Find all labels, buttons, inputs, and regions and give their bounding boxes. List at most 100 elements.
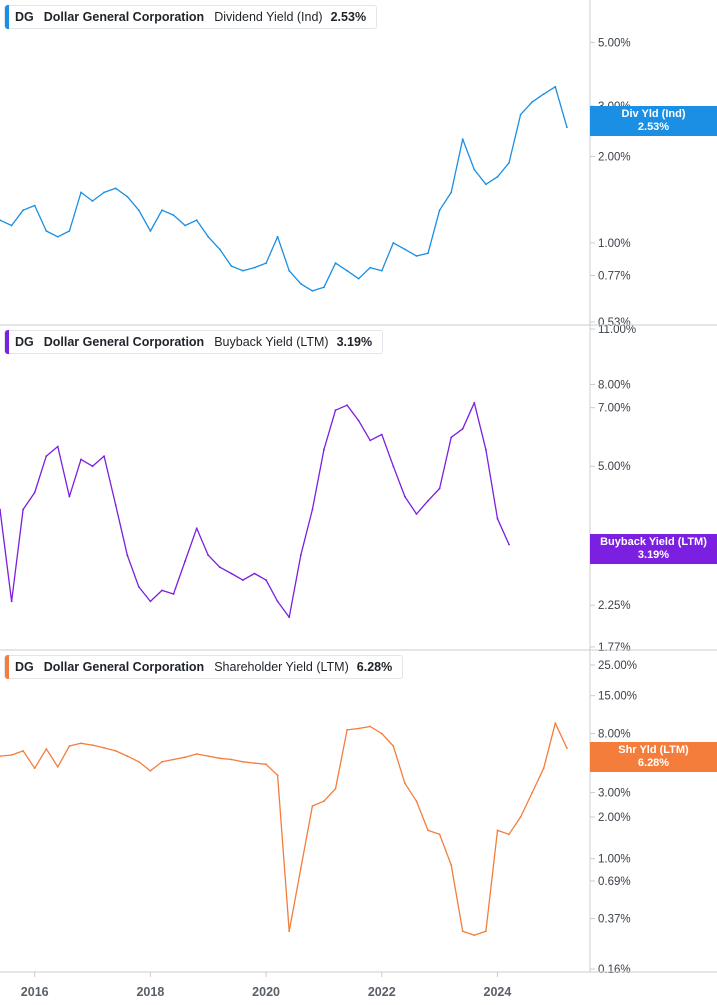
data-point bbox=[230, 758, 233, 761]
data-point bbox=[265, 262, 267, 264]
data-point bbox=[253, 572, 256, 575]
data-point bbox=[299, 867, 302, 870]
data-point bbox=[566, 747, 568, 749]
data-point bbox=[149, 600, 152, 603]
data-point bbox=[404, 248, 406, 251]
y-tick-label: 0.53% bbox=[598, 317, 631, 329]
data-point bbox=[22, 508, 24, 511]
y-tick-label: 7.00% bbox=[598, 403, 631, 415]
data-point bbox=[10, 754, 13, 756]
legend-color-swatch bbox=[5, 330, 9, 354]
data-point bbox=[461, 427, 464, 430]
data-point bbox=[496, 829, 499, 832]
data-point bbox=[531, 791, 534, 794]
data-point bbox=[33, 767, 36, 770]
data-point bbox=[519, 816, 522, 818]
data-point bbox=[253, 266, 256, 269]
data-point bbox=[103, 747, 105, 749]
x-tick-label: 2018 bbox=[136, 985, 164, 999]
data-point bbox=[346, 269, 348, 272]
data-point bbox=[172, 758, 175, 761]
data-point bbox=[334, 787, 337, 790]
y-tick-label: 3.00% bbox=[598, 788, 631, 800]
badge-buyback-yield: Buyback Yield (LTM) 3.19% bbox=[590, 534, 717, 564]
data-point bbox=[496, 517, 499, 520]
y-tick-label: 5.00% bbox=[598, 461, 631, 473]
legend-metric: Shareholder Yield (LTM) bbox=[214, 660, 349, 674]
data-point bbox=[276, 600, 279, 603]
data-point bbox=[253, 762, 256, 764]
data-point bbox=[184, 756, 187, 759]
data-point bbox=[195, 527, 198, 530]
data-point bbox=[392, 465, 395, 468]
series-line bbox=[0, 86, 568, 292]
data-point bbox=[415, 513, 418, 515]
data-point bbox=[404, 495, 406, 498]
data-point bbox=[380, 269, 383, 272]
y-tick-label: 1.00% bbox=[598, 238, 631, 250]
legend-dividend-yield[interactable]: DG Dollar General Corporation Dividend Y… bbox=[4, 5, 378, 29]
panel-2: 11.00% 8.00% 7.00% 5.00% 2.25% 1.77% bbox=[0, 324, 636, 654]
data-point bbox=[380, 732, 383, 735]
data-point bbox=[56, 235, 59, 238]
data-point bbox=[137, 209, 140, 212]
badge-label: Div Yld (Ind) bbox=[621, 108, 686, 120]
data-point bbox=[415, 800, 418, 803]
x-tick-label: 2022 bbox=[368, 985, 396, 999]
panel-1: 5.00%3.00%2.00%1.00%0.77%0.53% bbox=[0, 37, 631, 329]
data-point bbox=[68, 495, 71, 498]
y-tick-label: 1.77% bbox=[598, 642, 631, 654]
data-point bbox=[404, 782, 406, 785]
data-point bbox=[427, 829, 429, 832]
data-point bbox=[80, 191, 82, 194]
panel-layer: 5.00% 3.00% 2.00% 1.00% 0.77% 0.53%11.00% 8.00… bbox=[0, 37, 637, 976]
data-point bbox=[519, 113, 522, 116]
data-point bbox=[508, 833, 510, 836]
data-point bbox=[242, 269, 244, 272]
data-point bbox=[288, 930, 291, 933]
data-point bbox=[357, 727, 360, 730]
y-tick-label: 1.00% bbox=[598, 854, 631, 866]
y-tick-label: 25.00% bbox=[598, 660, 637, 672]
data-point bbox=[531, 101, 534, 103]
data-point bbox=[45, 748, 48, 750]
data-point bbox=[230, 572, 233, 575]
y-tick-label: 2.00% bbox=[598, 812, 631, 824]
data-point bbox=[323, 448, 325, 451]
data-point bbox=[195, 753, 198, 755]
data-point bbox=[450, 864, 453, 866]
legend-ticker: DG bbox=[15, 10, 34, 24]
legend-buyback-yield[interactable]: DG Dollar General Corporation Buyback Yi… bbox=[4, 330, 384, 354]
data-point bbox=[265, 579, 267, 581]
data-point bbox=[137, 586, 140, 588]
data-point bbox=[554, 85, 557, 88]
data-point bbox=[380, 433, 383, 436]
data-point bbox=[485, 448, 487, 451]
data-point bbox=[103, 191, 105, 194]
data-point bbox=[357, 419, 360, 422]
legend-color-swatch bbox=[5, 655, 9, 679]
data-point bbox=[323, 800, 325, 803]
y-tick-label: 2.00% bbox=[598, 152, 631, 164]
data-point bbox=[276, 235, 279, 238]
data-point bbox=[218, 757, 221, 760]
data-point bbox=[126, 554, 129, 557]
y-tick-label: 0.16% bbox=[598, 964, 631, 976]
data-point bbox=[172, 593, 175, 595]
data-point bbox=[0, 508, 1, 511]
series-line bbox=[0, 722, 568, 936]
data-point bbox=[334, 409, 337, 412]
data-point bbox=[496, 175, 499, 178]
data-point bbox=[230, 265, 233, 267]
legend-shareholder-yield[interactable]: DG Dollar General Corporation Shareholde… bbox=[4, 655, 404, 679]
data-point bbox=[161, 760, 163, 763]
data-point bbox=[311, 805, 314, 807]
data-point bbox=[485, 183, 487, 186]
data-point bbox=[126, 195, 129, 198]
data-point bbox=[91, 465, 94, 468]
data-point bbox=[10, 600, 13, 603]
data-point bbox=[427, 499, 429, 502]
data-point bbox=[438, 487, 441, 490]
badge-label: Buyback Yield (LTM) bbox=[600, 536, 707, 548]
data-point bbox=[161, 589, 163, 592]
